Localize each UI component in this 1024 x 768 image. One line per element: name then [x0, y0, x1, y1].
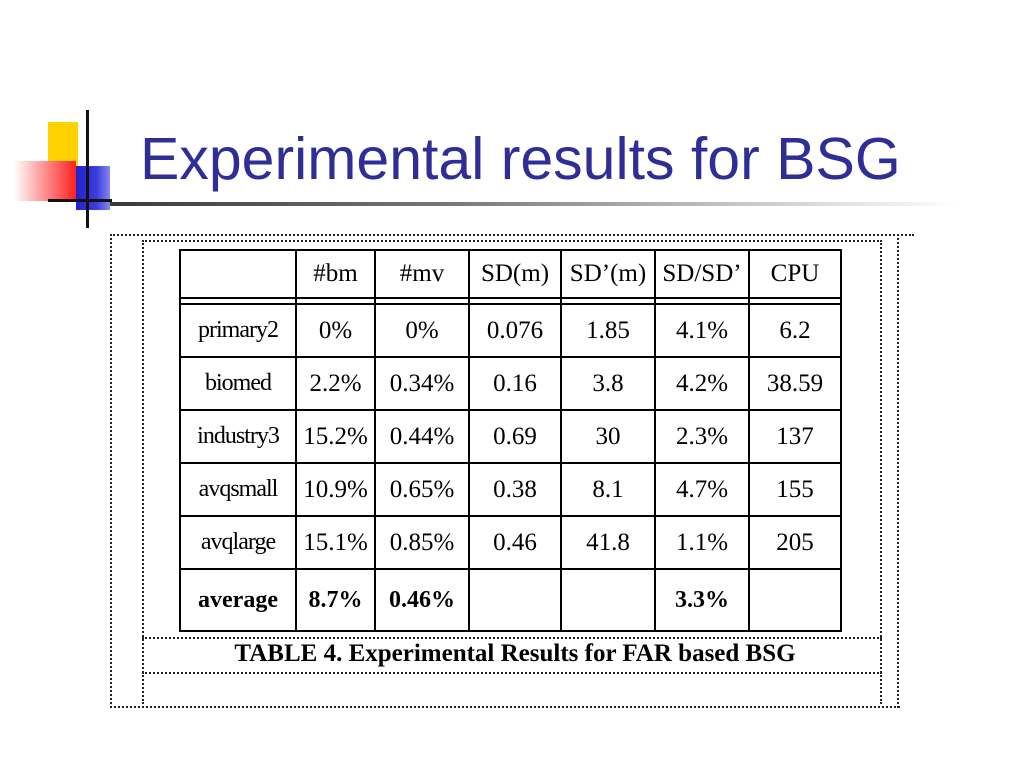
average-cell: 0.46% — [374, 568, 470, 632]
table-cell: 2.2% — [295, 356, 376, 411]
header-cell: CPU — [748, 249, 842, 299]
table-cell: 205 — [748, 515, 842, 570]
table-cell: 4.1% — [654, 303, 750, 358]
table-row: biomed 2.2% 0.34% 0.16 3.8 4.2% 38.59 — [179, 356, 842, 411]
row-label: avqlarge — [179, 515, 297, 570]
table-cell: 8.1 — [560, 462, 656, 517]
frame-outer-top — [110, 234, 914, 236]
frame-outer-left — [110, 234, 112, 708]
average-label: average — [179, 568, 297, 632]
table-header-row: #bm #mv SD(m) SD’(m) SD/SD’ CPU — [179, 249, 842, 299]
results-table-wrapper: #bm #mv SD(m) SD’(m) SD/SD’ CPU primary2… — [179, 249, 842, 632]
table-cell: 0.69 — [468, 409, 562, 464]
table-cell: 1.85 — [560, 303, 656, 358]
average-cell: 3.3% — [654, 568, 750, 632]
caption-box-top — [142, 637, 882, 639]
row-label: primary2 — [179, 303, 297, 358]
table-row: avqlarge 15.1% 0.85% 0.46 41.8 1.1% 205 — [179, 515, 842, 570]
caption-box-bottom — [142, 672, 882, 674]
header-cell — [179, 249, 297, 299]
row-label: industry3 — [179, 409, 297, 464]
row-label: avqsmall — [179, 462, 297, 517]
table-cell: 4.2% — [654, 356, 750, 411]
title-underline — [110, 202, 960, 206]
logo-horizontal-line — [48, 199, 112, 202]
table-cell: 4.7% — [654, 462, 750, 517]
table-cell: 0.076 — [468, 303, 562, 358]
table-cell: 15.2% — [295, 409, 376, 464]
average-cell — [560, 568, 656, 632]
frame-outer-right — [897, 234, 899, 708]
header-cell: #bm — [295, 249, 376, 299]
logo-red-square — [14, 161, 76, 201]
table-cell: 10.9% — [295, 462, 376, 517]
table-cell: 0.65% — [374, 462, 470, 517]
table-cell: 3.8 — [560, 356, 656, 411]
average-cell — [468, 568, 562, 632]
table-cell: 137 — [748, 409, 842, 464]
table-cell: 15.1% — [295, 515, 376, 570]
table-cell: 0.44% — [374, 409, 470, 464]
results-table: #bm #mv SD(m) SD’(m) SD/SD’ CPU primary2… — [179, 249, 842, 632]
slide-title: Experimental results for BSG — [140, 126, 901, 192]
table-cell: 30 — [560, 409, 656, 464]
table-cell: 0.38 — [468, 462, 562, 517]
average-cell: 8.7% — [295, 568, 376, 632]
header-cell: #mv — [374, 249, 470, 299]
logo-blue-square — [76, 166, 110, 210]
frame-inner-top — [142, 240, 882, 242]
average-cell — [748, 568, 842, 632]
table-cell: 1.1% — [654, 515, 750, 570]
table-cell: 0.85% — [374, 515, 470, 570]
table-cell: 38.59 — [748, 356, 842, 411]
logo-vertical-line — [86, 110, 89, 228]
table-cell: 6.2 — [748, 303, 842, 358]
slide-corner-logo — [0, 0, 160, 240]
table-caption: TABLE 4. Experimental Results for FAR ba… — [234, 640, 796, 667]
table-cell: 0.34% — [374, 356, 470, 411]
table-cell: 0.16 — [468, 356, 562, 411]
header-cell: SD’(m) — [560, 249, 656, 299]
logo-yellow-square — [48, 122, 78, 166]
table-cell: 0.46 — [468, 515, 562, 570]
table-average-row: average 8.7% 0.46% 3.3% — [179, 568, 842, 632]
frame-outer-bottom — [110, 706, 900, 708]
table-row: primary2 0% 0% 0.076 1.85 4.1% 6.2 — [179, 303, 842, 358]
table-row: industry3 15.2% 0.44% 0.69 30 2.3% 137 — [179, 409, 842, 464]
table-row: avqsmall 10.9% 0.65% 0.38 8.1 4.7% 155 — [179, 462, 842, 517]
frame-inner-left — [142, 240, 144, 704]
table-cell: 0% — [374, 303, 470, 358]
header-cell: SD(m) — [468, 249, 562, 299]
header-cell: SD/SD’ — [654, 249, 750, 299]
header-separator-row — [179, 297, 842, 305]
table-cell: 41.8 — [560, 515, 656, 570]
row-label: biomed — [179, 356, 297, 411]
table-cell: 0% — [295, 303, 376, 358]
table-cell: 155 — [748, 462, 842, 517]
frame-inner-right — [880, 240, 882, 704]
table-cell: 2.3% — [654, 409, 750, 464]
